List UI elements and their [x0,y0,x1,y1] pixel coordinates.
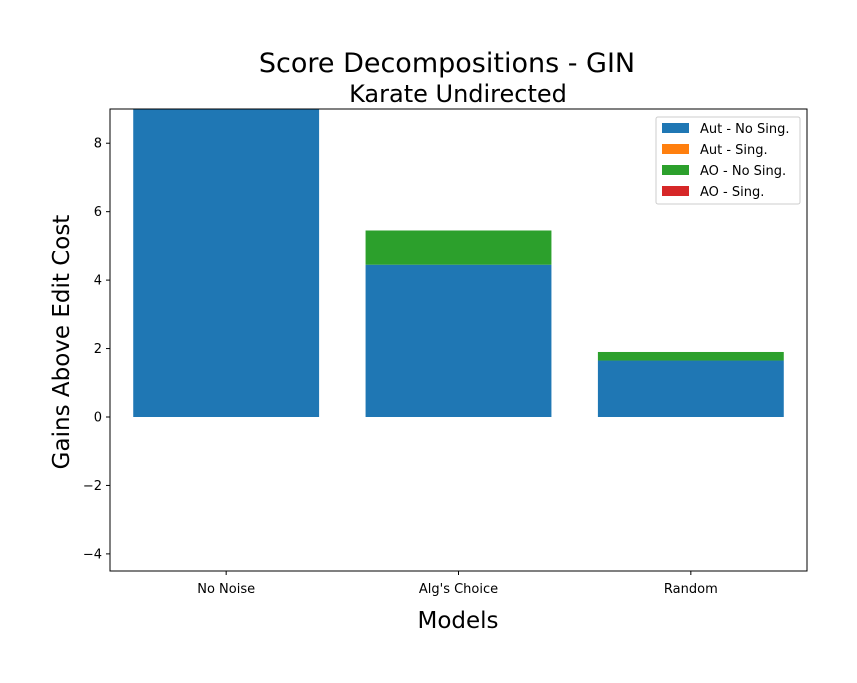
y-tick-label: −2 [83,479,102,494]
bar-alg-s-choice-ao-no-sing [365,230,552,265]
y-tick-label: −4 [83,547,102,562]
legend-swatch-ao-sing [662,186,689,196]
legend-label-aut-no-sing: Aut - No Sing. [700,122,789,137]
y-tick-label: 8 [94,137,102,152]
legend: Aut - No Sing. Aut - Sing. AO - No Sing. AO… [655,116,801,205]
x-axis: No Noise Alg's Choice Random [197,571,718,597]
x-axis-label: Models [417,608,498,634]
chart-subtitle: Karate Undirected [349,80,567,108]
legend-swatch-aut-sing [662,144,689,154]
chart-title: Score Decompositions - GIN [259,48,635,79]
legend-swatch-ao-no-sing [662,165,689,175]
bar-alg-s-choice-aut-no-sing [365,264,552,417]
legend-label-aut-sing: Aut - Sing. [700,143,768,158]
y-tick-label: 6 [94,205,102,220]
y-tick-label: 4 [94,274,102,289]
plot-frame [109,108,808,572]
bar-no-noise-aut-no-sing [133,109,320,417]
bar-random-ao-no-sing [597,351,784,361]
legend-label-ao-no-sing: AO - No Sing. [700,164,786,179]
x-tick-label-no-noise: No Noise [197,582,255,597]
y-tick-label: 0 [94,411,102,426]
legend-swatch-aut-no-sing [662,123,689,133]
bars-layer [133,109,784,417]
legend-label-ao-sing: AO - Sing. [700,185,764,200]
x-tick-label-alg-s-choice: Alg's Choice [419,582,498,597]
legend-box [655,116,801,205]
x-tick-label-random: Random [664,582,718,597]
y-tick-label: 2 [94,342,102,357]
bar-random-aut-no-sing [597,360,784,417]
y-axis: −4 −2 0 2 4 6 8 [83,137,110,562]
y-axis-label: Gains Above Edit Cost [49,215,75,470]
